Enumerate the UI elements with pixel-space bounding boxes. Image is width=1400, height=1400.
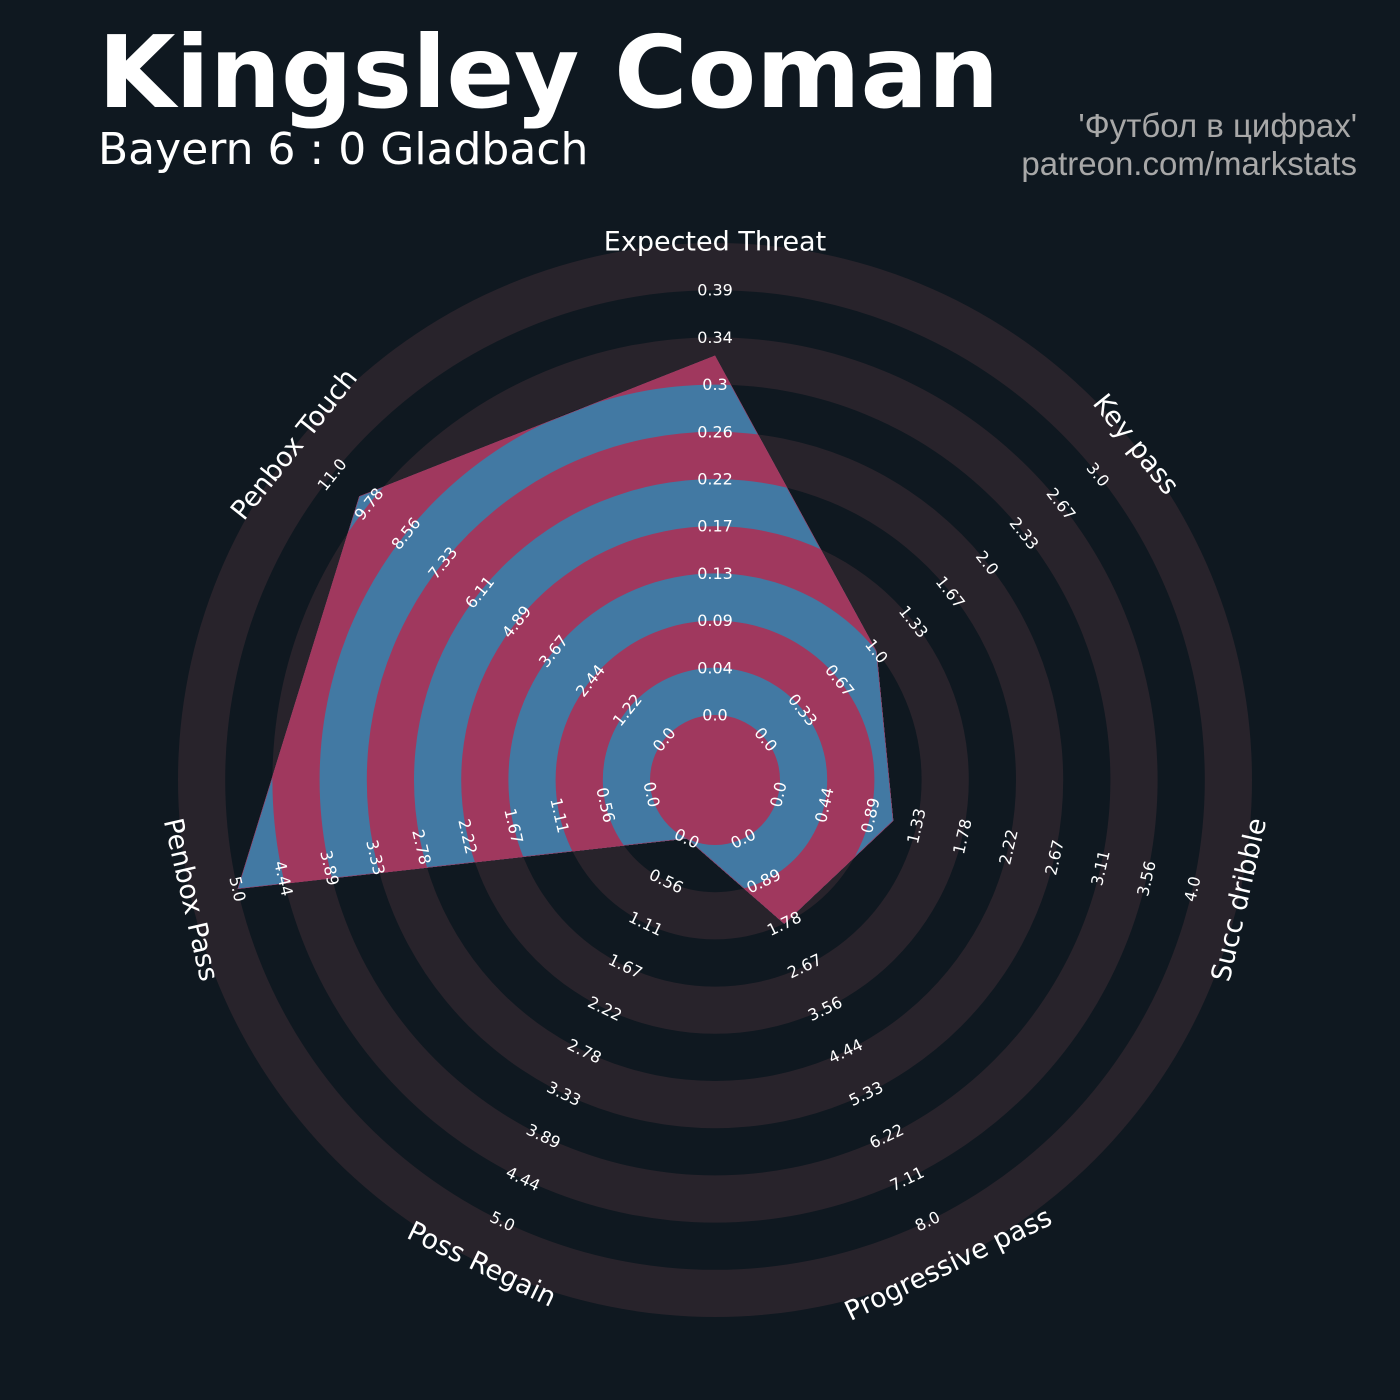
tick-label: 0.3 [702,375,727,394]
credit-source: 'Футбол в цифрах' [1078,107,1357,144]
tick-label: 0.22 [697,470,733,489]
axis-label: Expected Threat [604,227,826,258]
tick-label: 0.17 [697,517,733,536]
tick-label: 0.04 [697,658,733,677]
tick-label: 0.13 [697,564,733,583]
tick-label: 0.26 [697,422,733,441]
tick-label: 0.39 [697,281,733,300]
credit-block: 'Футбол в цифрах' patreon.com/markstats [1021,107,1357,183]
match-score-subtitle: Bayern 6 : 0 Gladbach [98,124,589,175]
tick-label: 0.34 [697,328,733,347]
player-name-title: Kingsley Coman [98,14,1000,131]
player-ring-center [650,715,780,845]
tick-label: 0.09 [697,611,733,630]
credit-url: patreon.com/markstats [1021,145,1357,182]
tick-label: 0.0 [702,706,727,725]
